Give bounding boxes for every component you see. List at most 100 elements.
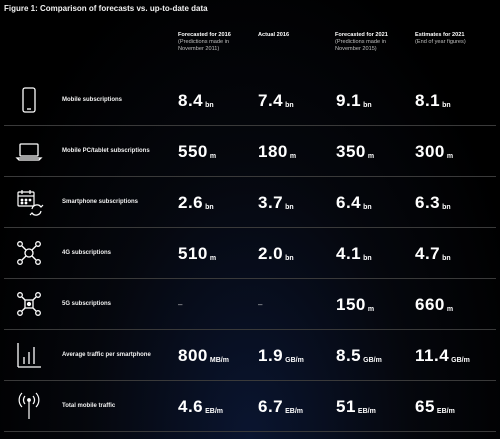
value-cell: 300 m [415, 126, 453, 177]
table-row: Average traffic per smartphone 800 MB/m 1.9… [0, 330, 500, 381]
row-label: Total mobile traffic [62, 403, 116, 409]
cell-unit: m [209, 255, 217, 262]
cell-value: 51 [336, 396, 356, 416]
cell-value: 2.6 [178, 192, 204, 212]
header-main: Estimates for 2021 [415, 32, 465, 38]
cell-unit: bn [285, 102, 294, 109]
table-row: 5G subscriptions – –150 m 660 m [0, 279, 500, 330]
cell-unit: GB/m [285, 357, 304, 364]
value-cell: 4.7 bn [415, 228, 451, 279]
table-row: Total mobile traffic 4.6 EB/m 6.7 EB/m 51 EB/m… [0, 381, 500, 432]
cell-value: 4.6 [178, 396, 204, 416]
cell-value: 550 [178, 141, 208, 161]
cell-value: 6.4 [336, 192, 362, 212]
table-row: Mobile subscriptions 8.4 bn 7.4 bn 9.1 bn 8.1 bn [0, 75, 500, 126]
cell-value: 660 [415, 294, 445, 314]
value-cell: 4.1 bn [336, 228, 372, 279]
cell-unit: bn [442, 204, 451, 211]
value-cell: 8.1 bn [415, 75, 451, 126]
cell-unit: m [446, 153, 454, 160]
value-cell: 4.6 EB/m [178, 381, 223, 432]
cell-unit: m [367, 306, 375, 313]
row-divider [4, 329, 496, 330]
cell-value: 3.7 [258, 192, 284, 212]
cell-unit: EB/m [205, 408, 224, 415]
no-value-dash: – [178, 300, 183, 309]
bar-chart-icon [14, 340, 44, 370]
cell-value: 180 [258, 141, 288, 161]
value-cell: 6.4 bn [336, 177, 372, 228]
row-label: 5G subscriptions [62, 301, 112, 307]
value-cell: 180 m [258, 126, 296, 177]
row-divider [4, 125, 496, 126]
value-cell: 2.0 bn [258, 228, 294, 279]
value-cell: 350 m [336, 126, 374, 177]
header-sub: (Predictions made in November 2015) [335, 39, 386, 52]
cell-unit: GB/m [363, 357, 382, 364]
row-divider [4, 227, 496, 228]
cell-unit: bn [363, 204, 372, 211]
cell-unit: bn [285, 204, 294, 211]
cell-unit: m [289, 153, 297, 160]
value-cell: 65 EB/m [415, 381, 455, 432]
value-cell: 2.6 bn [178, 177, 214, 228]
value-cell: 800 MB/m [178, 330, 229, 381]
cell-unit: EB/m [436, 408, 455, 415]
cell-value: 8.4 [178, 90, 204, 110]
value-cell: 3.7 bn [258, 177, 294, 228]
laptop-icon [14, 136, 44, 166]
row-label: Smartphone subscriptions [62, 199, 139, 205]
cell-value: 350 [336, 141, 366, 161]
cell-value: 510 [178, 243, 208, 263]
row-divider [4, 380, 496, 381]
cell-unit: m [367, 153, 375, 160]
value-cell: 1.9 GB/m [258, 330, 304, 381]
value-cell: 8.4 bn [178, 75, 214, 126]
cell-value: 1.9 [258, 345, 284, 365]
cell-value: 7.4 [258, 90, 284, 110]
cell-unit: m [446, 306, 454, 313]
table-row: Smartphone subscriptions 2.6 bn 3.7 bn 6.4 bn 6… [0, 177, 500, 228]
calendar-sync-icon [14, 187, 44, 217]
cell-value: 800 [178, 345, 208, 365]
value-cell: 7.4 bn [258, 75, 294, 126]
cell-value: 6.7 [258, 396, 284, 416]
value-cell: – [178, 279, 182, 330]
row-label: Average traffic per smartphone [62, 352, 151, 358]
cell-unit: bn [363, 102, 372, 109]
cell-value: 65 [415, 396, 435, 416]
cell-unit: MB/m [209, 357, 229, 364]
cell-value: 2.0 [258, 243, 284, 263]
cell-unit: EB/m [357, 408, 376, 415]
value-cell: 9.1 bn [336, 75, 372, 126]
cell-unit: GB/m [451, 357, 470, 364]
row-divider [4, 176, 496, 177]
value-cell: – [258, 279, 262, 330]
cell-value: 150 [336, 294, 366, 314]
row-label: Mobile PC/tablet subscriptions [62, 148, 150, 154]
cell-unit: bn [442, 102, 451, 109]
value-cell: 510 m [178, 228, 216, 279]
cell-unit: bn [363, 255, 372, 262]
mobile-phone-icon [14, 85, 44, 115]
value-cell: 660 m [415, 279, 453, 330]
cell-unit: bn [205, 102, 214, 109]
header-main: Forecasted for 2021 [335, 32, 388, 38]
cell-value: 8.1 [415, 90, 441, 110]
cell-value: 4.1 [336, 243, 362, 263]
row-label: Mobile subscriptions [62, 97, 123, 103]
figure-title: Figure 1: Comparison of forecasts vs. up… [4, 4, 208, 13]
cell-unit: bn [205, 204, 214, 211]
table-row: 4G subscriptions 510 m 2.0 bn 4.1 bn 4.7 bn [0, 228, 500, 279]
header-estimates-2021: Estimates for 2021 (End of year figures) [415, 32, 495, 46]
cell-value: 11.4 [415, 345, 450, 365]
network-4g-icon [14, 238, 44, 268]
value-cell: 6.3 bn [415, 177, 451, 228]
header-forecast-2021: Forecasted for 2021 (Predictions made in… [335, 32, 410, 53]
cell-value: 8.5 [336, 345, 362, 365]
header-forecast-2016: Forecasted for 2016 (Predictions made in… [178, 32, 248, 53]
header-sub: (Predictions made in November 2011) [178, 39, 229, 52]
cell-unit: bn [285, 255, 294, 262]
header-actual-2016: Actual 2016 [258, 32, 318, 39]
header-sub: (End of year figures) [415, 39, 466, 45]
